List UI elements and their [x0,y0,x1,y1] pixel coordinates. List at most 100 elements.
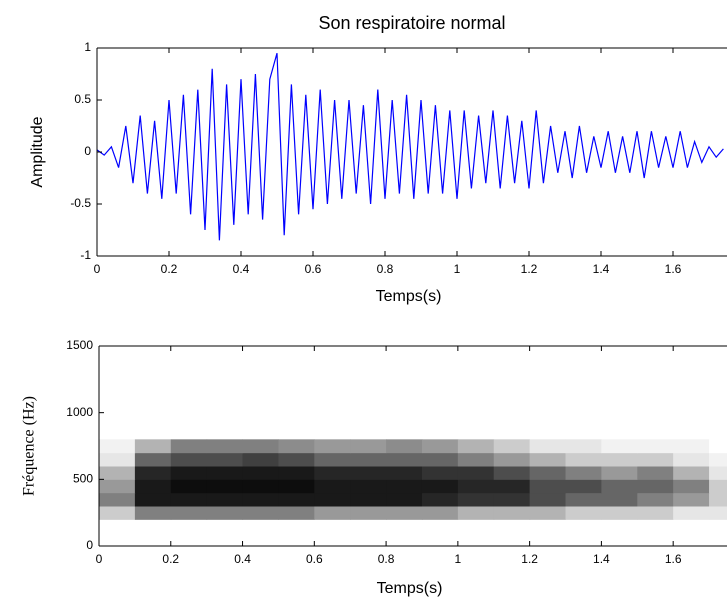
x-tick-label: 0 [96,552,103,566]
y-tick-label: 0 [84,144,91,158]
spectrogram-cell [99,452,136,467]
spectrogram-cell [386,479,423,494]
spectrogram-cell [493,492,531,507]
spectrogram-cell [637,466,674,480]
spectrogram-cell [170,492,208,507]
spectrogram-cell [421,452,459,467]
spectrogram-cell [134,452,172,467]
spectrogram-cell [529,439,567,454]
x-axis-label: Temps(s) [376,288,442,305]
spectrogram-cell [493,439,531,454]
spectrogram-cell [565,479,602,494]
spectrogram-cell [386,439,423,454]
spectrogram-cell [278,492,315,507]
spectrogram-cell [350,466,387,480]
x-tick-label: 1.2 [521,262,538,276]
spectrogram-cell [99,466,136,480]
spectrogram-cell [314,439,351,454]
spectrogram-cell [601,479,638,494]
x-tick-label: 1 [455,552,462,566]
spectrogram-cell [350,452,387,467]
spectrogram-cell [529,479,567,494]
chart-title: Son respiratoire normal [318,13,505,33]
spectrogram-cell [278,439,315,454]
spectrogram-cell [206,439,244,454]
spectrogram-cell [565,506,602,520]
spectrogram-cell [457,506,495,520]
spectrogram-cell [314,466,351,480]
spectrogram-cell [206,452,244,467]
spectrogram-cell [206,492,244,507]
plot-area [99,439,727,520]
spectrogram-cell [601,452,638,467]
spectrogram-cell [565,492,602,507]
spectrogram-cell [457,479,495,494]
spectrogram-cell [565,439,602,454]
spectrogram-cell [637,479,674,494]
y-axis-label: Amplitude [29,116,46,187]
spectrogram-cell [709,479,727,494]
spectrogram-cell [421,479,459,494]
x-tick-label: 0.6 [306,552,323,566]
spectrogram-cell [673,439,710,454]
spectrogram-cell [170,506,208,520]
spectrogram-cell [206,466,244,480]
spectrogram-cell [170,479,208,494]
spectrogram-cell [134,439,172,454]
spectrogram-cell [242,466,279,480]
spectrogram-cell [601,506,638,520]
spectrogram-cell [457,439,495,454]
y-axis-label: Fréquence (Hz) [21,396,38,496]
spectrogram-cell [242,492,279,507]
spectrogram-cell [421,439,459,454]
x-tick-label: 1.4 [593,552,610,566]
spectrogram-cell [99,492,136,507]
spectrogram-cell [134,479,172,494]
spectrogram-cell [170,439,208,454]
spectrogram-cell [206,506,244,520]
spectrogram-cell [637,492,674,507]
y-tick-label: 500 [73,472,93,486]
spectrogram-cell [99,506,136,520]
x-tick-label: 0.6 [305,262,322,276]
spectrogram-cell [242,479,279,494]
x-tick-label: 0.2 [161,262,178,276]
spectrogram-cell [709,439,727,454]
x-tick-label: 0.4 [233,262,250,276]
spectrogram-cell [673,466,710,480]
x-tick-label: 0.8 [377,262,394,276]
spectrogram-cell [134,506,172,520]
spectrogram-cell [673,492,710,507]
spectrogram-cell [242,439,279,454]
waveform [97,53,724,241]
spectrogram-cell [709,506,727,520]
spectrogram-cell [601,466,638,480]
spectrogram-cell [565,466,602,480]
spectrogram-cell [278,452,315,467]
spectrogram-cell [314,452,351,467]
spectrogram-cell [170,466,208,480]
spectrogram-cell [709,466,727,480]
spectrogram-cell [601,492,638,507]
spectrogram-cell [709,452,727,467]
y-tick-label: -0.5 [70,196,91,210]
spectrogram-cell [278,506,315,520]
y-tick-label: 1500 [66,338,93,352]
spectrogram-cell [386,452,423,467]
spectrogram-cell [529,492,567,507]
plot-area [97,53,724,241]
spectrogram-cell [314,479,351,494]
x-tick-label: 0.8 [378,552,395,566]
spectrogram-cell [637,452,674,467]
spectrogram-cell [457,466,495,480]
spectrogram-cell [99,479,136,494]
spectrogram-cell [493,479,531,494]
y-tick-label: 1000 [66,405,93,419]
spectrogram-cell [278,466,315,480]
spectrogram-cell [565,452,602,467]
spectrogram-cell [673,479,710,494]
spectrogram-cell [134,492,172,507]
x-tick-label: 1.6 [665,552,682,566]
spectrogram-cell [421,506,459,520]
spectrogram-cell [637,439,674,454]
